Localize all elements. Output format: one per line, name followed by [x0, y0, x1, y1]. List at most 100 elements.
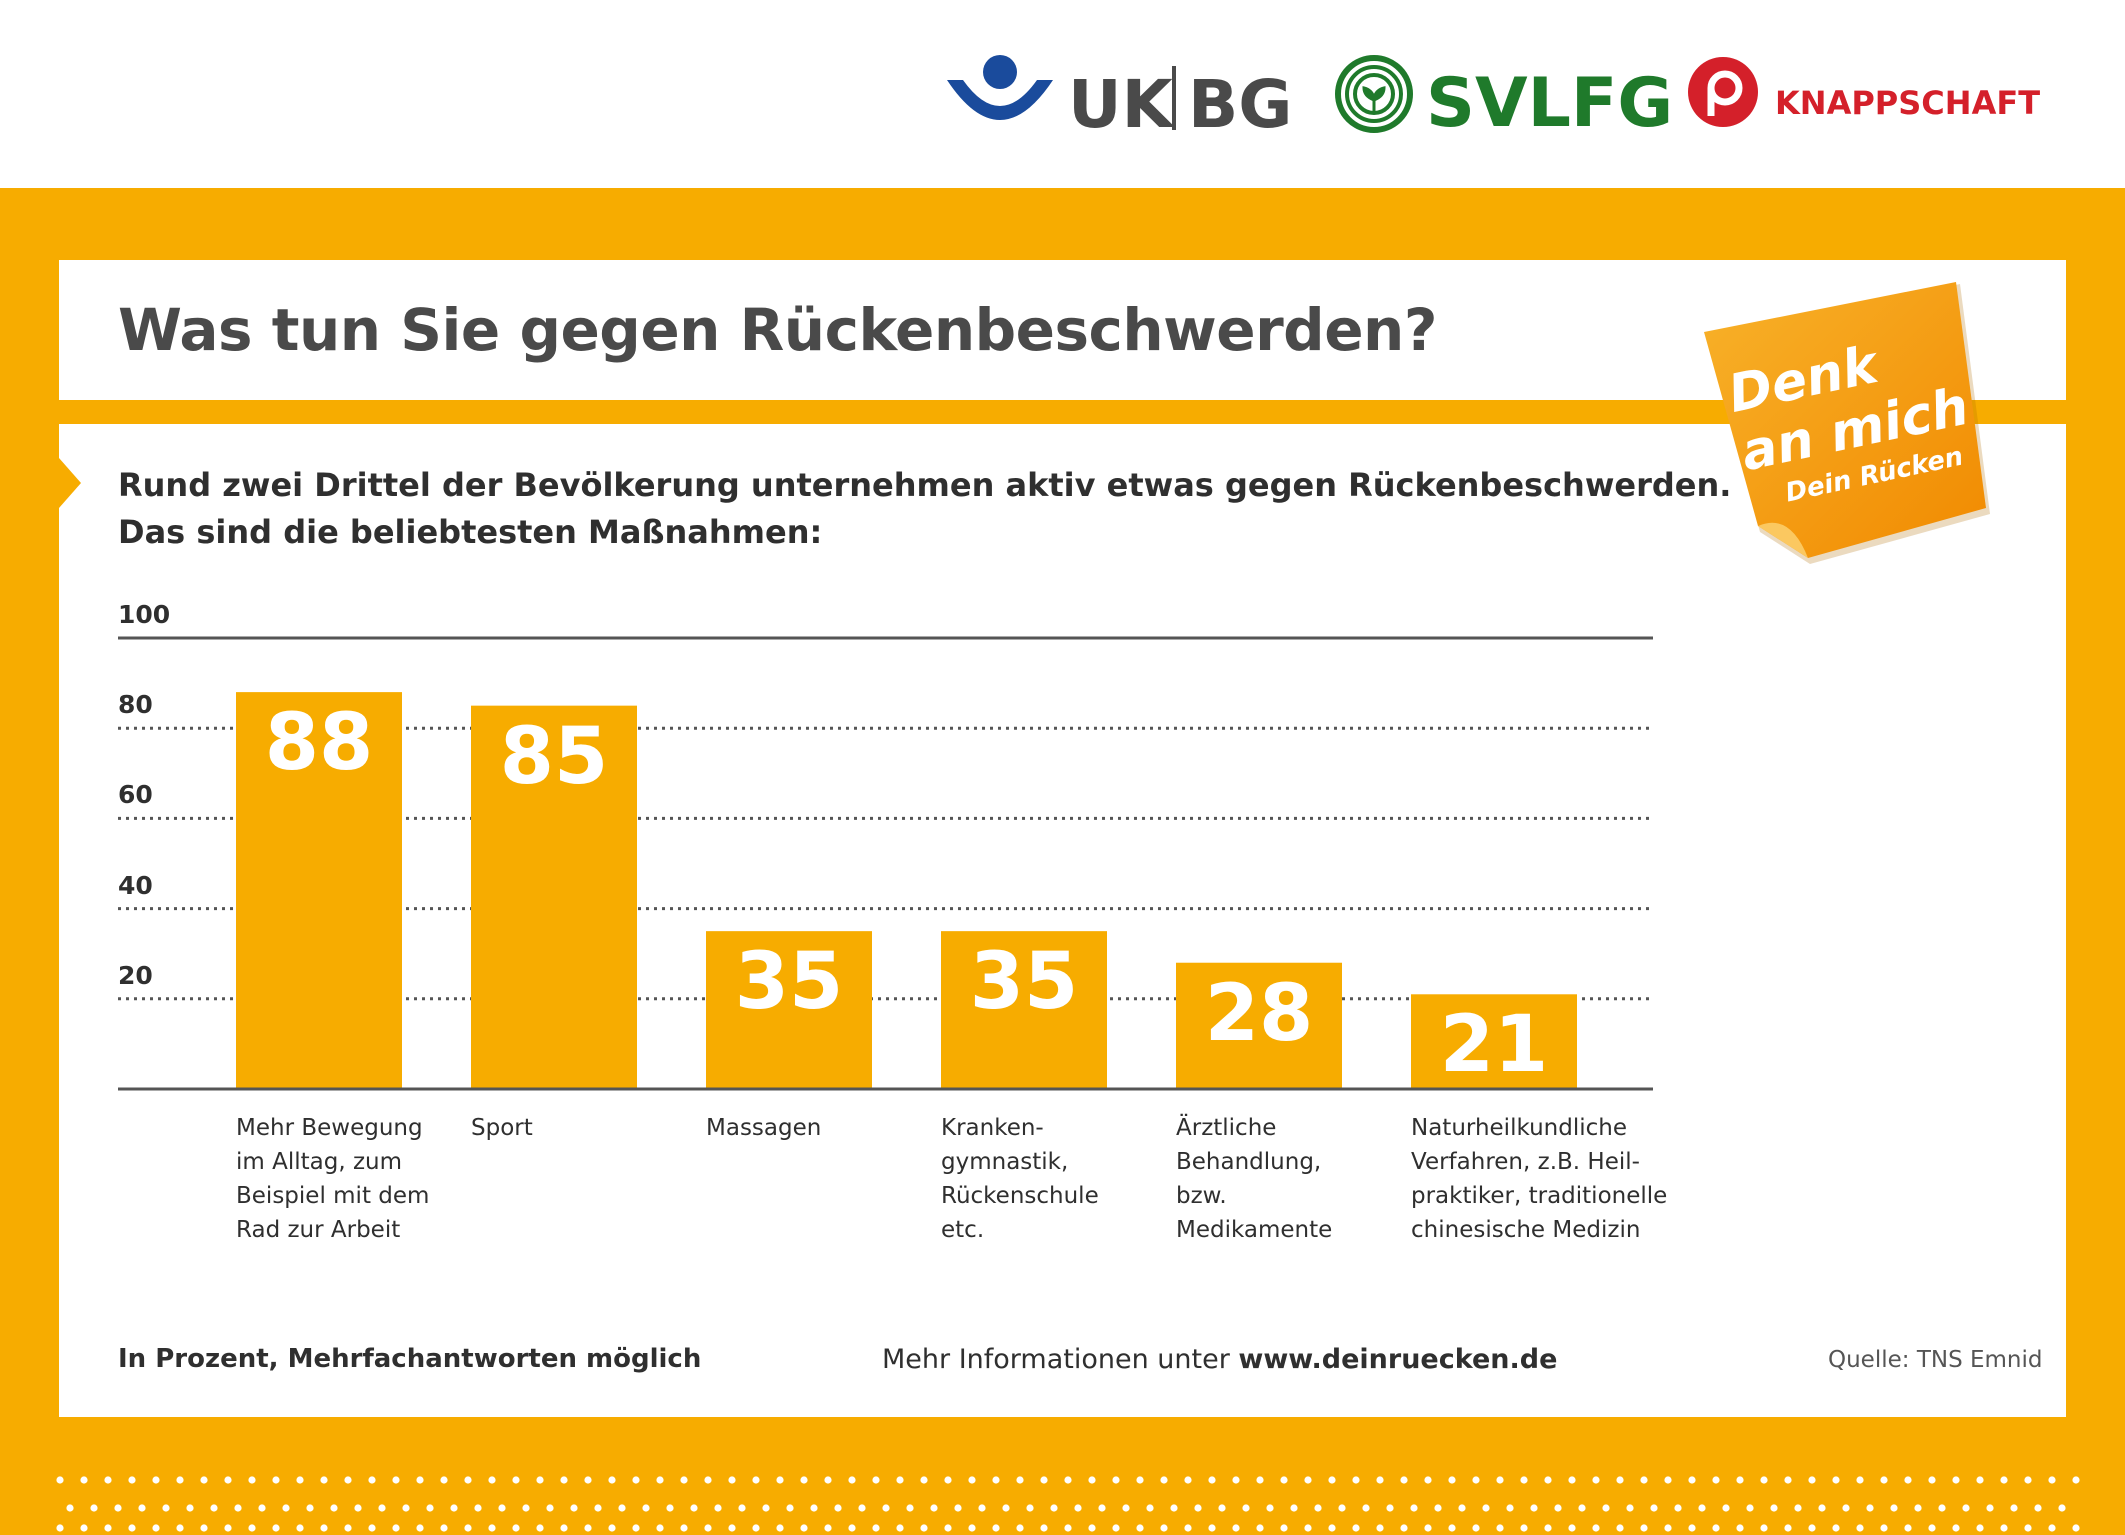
decor-dot — [776, 1476, 784, 1484]
decor-dot — [2048, 1524, 2056, 1532]
bar-4 — [941, 931, 1107, 1089]
decor-dot — [1266, 1504, 1274, 1512]
decor-dot — [1400, 1524, 1408, 1532]
decor-dot — [1568, 1524, 1576, 1532]
decor-dot — [1592, 1476, 1600, 1484]
decor-dot — [176, 1524, 184, 1532]
header — [0, 0, 2125, 188]
decor-dot — [632, 1524, 640, 1532]
decor-dot — [474, 1504, 482, 1512]
sticky-note-paper — [1704, 282, 1986, 558]
decor-dot — [1184, 1476, 1192, 1484]
decor-dot — [1784, 1524, 1792, 1532]
decor-dot — [368, 1476, 376, 1484]
decor-dot — [1410, 1504, 1418, 1512]
decor-dot — [1626, 1504, 1634, 1512]
decor-dot — [1434, 1504, 1442, 1512]
decor-dot — [1832, 1476, 1840, 1484]
decor-dot — [1064, 1524, 1072, 1532]
decor-dot — [896, 1524, 904, 1532]
decor-dot — [858, 1504, 866, 1512]
decor-dot — [1184, 1524, 1192, 1532]
decor-dot — [690, 1504, 698, 1512]
decor-dot — [872, 1476, 880, 1484]
decor-dot — [114, 1504, 122, 1512]
decor-dot — [402, 1504, 410, 1512]
decor-dot — [464, 1476, 472, 1484]
decor-dot — [1688, 1476, 1696, 1484]
decor-dot — [66, 1504, 74, 1512]
decor-dot — [522, 1504, 530, 1512]
decor-dot — [1842, 1504, 1850, 1512]
bar-6 — [1411, 994, 1577, 1089]
decor-dot — [1098, 1504, 1106, 1512]
decor-dot — [1530, 1504, 1538, 1512]
decor-dot — [2024, 1476, 2032, 1484]
decor-dot — [450, 1504, 458, 1512]
decor-dot — [1232, 1524, 1240, 1532]
decor-dot — [666, 1504, 674, 1512]
decor-dot — [1506, 1504, 1514, 1512]
decor-dot — [1208, 1476, 1216, 1484]
decor-dot — [1232, 1476, 1240, 1484]
decor-dot — [320, 1476, 328, 1484]
decor-dot — [1578, 1504, 1586, 1512]
decor-dot — [1040, 1476, 1048, 1484]
decor-dot — [834, 1504, 842, 1512]
decor-dot — [1928, 1476, 1936, 1484]
decor-dot — [368, 1524, 376, 1532]
decor-dot — [1712, 1476, 1720, 1484]
decor-dot — [1880, 1476, 1888, 1484]
decor-dot — [1136, 1476, 1144, 1484]
decor-dot — [344, 1524, 352, 1532]
decor-dot — [642, 1504, 650, 1512]
decor-dot — [296, 1524, 304, 1532]
decor-dot — [1890, 1504, 1898, 1512]
decor-dot — [1520, 1476, 1528, 1484]
bar-3 — [706, 931, 872, 1089]
more-info-text: Mehr Informationen unter www.deinruecken… — [882, 1344, 1557, 1375]
decor-dot — [1314, 1504, 1322, 1512]
decor-dot — [1136, 1524, 1144, 1532]
decor-dot — [1616, 1524, 1624, 1532]
decor-dot — [992, 1524, 1000, 1532]
decor-dot — [1602, 1504, 1610, 1512]
decor-dot — [1304, 1524, 1312, 1532]
decor-dot — [392, 1476, 400, 1484]
decor-dot — [752, 1524, 760, 1532]
decor-dot — [1016, 1524, 1024, 1532]
decor-dot — [1400, 1476, 1408, 1484]
decor-dot — [1146, 1504, 1154, 1512]
decor-dot — [1554, 1504, 1562, 1512]
decor-dot — [1818, 1504, 1826, 1512]
decor-dot — [992, 1476, 1000, 1484]
decor-dot — [1290, 1504, 1298, 1512]
decor-dot — [2000, 1524, 2008, 1532]
decor-dot — [186, 1504, 194, 1512]
subtitle-marker-icon — [59, 458, 81, 508]
decor-dot — [2010, 1504, 2018, 1512]
decor-dot — [1866, 1504, 1874, 1512]
decor-dot — [56, 1476, 64, 1484]
decor-dot — [1482, 1504, 1490, 1512]
decor-dot — [1386, 1504, 1394, 1512]
more-info-link[interactable]: www.deinruecken.de — [1238, 1344, 1558, 1375]
decor-dot — [1952, 1476, 1960, 1484]
decor-dot — [920, 1524, 928, 1532]
decor-dot — [848, 1476, 856, 1484]
decor-dot — [1002, 1504, 1010, 1512]
decor-dot — [1352, 1524, 1360, 1532]
decor-dot — [1784, 1476, 1792, 1484]
decor-dot — [162, 1504, 170, 1512]
decor-dot — [968, 1524, 976, 1532]
bar-1 — [236, 692, 402, 1089]
decor-dot — [440, 1476, 448, 1484]
decor-dot — [1616, 1476, 1624, 1484]
decor-dot — [1914, 1504, 1922, 1512]
decor-dot — [488, 1476, 496, 1484]
decor-dot — [272, 1476, 280, 1484]
decor-dot — [1976, 1476, 1984, 1484]
decor-dot — [728, 1476, 736, 1484]
decor-dot — [680, 1524, 688, 1532]
